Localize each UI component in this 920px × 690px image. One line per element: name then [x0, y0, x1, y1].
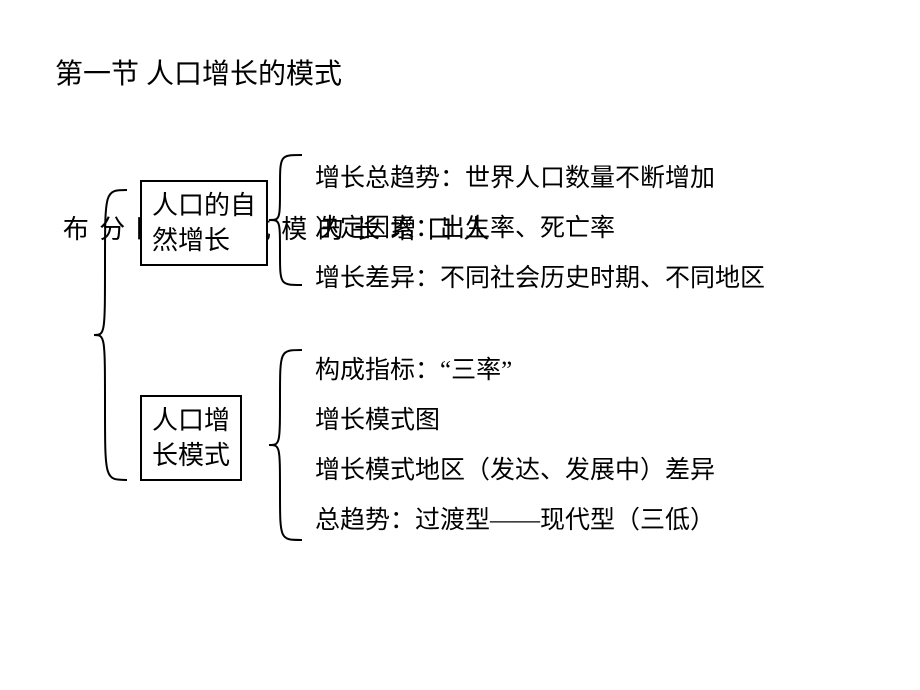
branch-box-growth-model: 人口增长模式: [140, 395, 242, 481]
leaf-text: 决定因素：出生率、死亡率: [315, 208, 615, 244]
leaf-text: 增长总趋势：世界人口数量不断增加: [315, 158, 715, 194]
leaf-text: 增长模式图: [315, 400, 440, 436]
leaf-text: 增长模式地区（发达、发展中）差异: [315, 450, 715, 486]
page-title: 第一节 人口增长的模式: [55, 52, 342, 92]
leaf-text: 增长差异：不同社会历史时期、不同地区: [315, 258, 765, 294]
leaf-text: 构成指标：“三率”: [315, 350, 512, 386]
leaf-text: 总趋势：过渡型——现代型（三低）: [315, 500, 715, 536]
branch-box-natural-growth: 人口的自然增长: [140, 180, 268, 266]
